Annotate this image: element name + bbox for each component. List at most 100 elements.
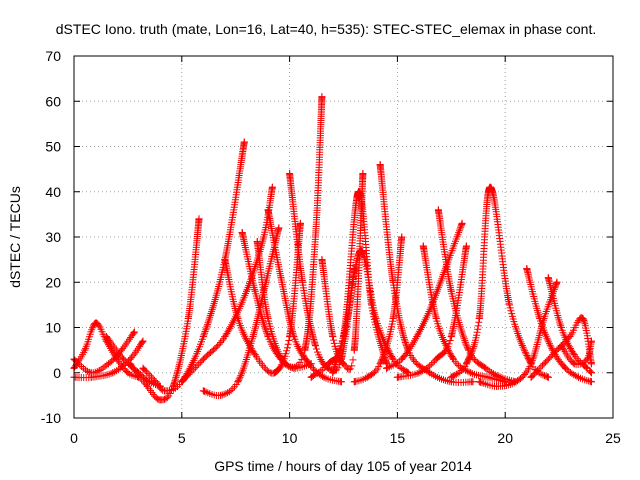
x-tick-label: 25 bbox=[605, 430, 621, 446]
data-point bbox=[553, 278, 561, 286]
data-point bbox=[104, 360, 112, 368]
data-point bbox=[307, 373, 315, 381]
y-tick-label: 70 bbox=[45, 48, 61, 64]
data-point bbox=[475, 314, 483, 322]
data-point bbox=[126, 360, 134, 368]
data-point bbox=[337, 378, 345, 386]
data-point bbox=[199, 333, 207, 341]
data-point bbox=[389, 278, 397, 286]
series-20 bbox=[393, 242, 470, 381]
data-point bbox=[286, 170, 294, 178]
y-tick-label: 30 bbox=[45, 229, 61, 245]
data-point bbox=[553, 346, 561, 354]
data-point bbox=[260, 233, 268, 241]
data-point bbox=[587, 369, 595, 377]
data-point bbox=[579, 314, 587, 322]
data-point bbox=[199, 387, 207, 395]
data-point bbox=[432, 314, 440, 322]
data-point bbox=[383, 364, 391, 372]
x-tick-labels: 0 5 10 15 20 25 bbox=[70, 430, 621, 446]
data-point bbox=[311, 342, 319, 350]
series-21 bbox=[419, 242, 509, 386]
data-point bbox=[398, 233, 406, 241]
data-point bbox=[484, 373, 492, 381]
x-tick-label: 10 bbox=[282, 430, 298, 446]
y-tick-label: 60 bbox=[45, 93, 61, 109]
data-point bbox=[120, 355, 128, 363]
y-axis-label: dSTEC / TECUs bbox=[7, 186, 23, 288]
data-point bbox=[242, 287, 250, 295]
series-17 bbox=[350, 233, 406, 386]
y-tick-label: 0 bbox=[53, 365, 61, 381]
data-point bbox=[372, 314, 380, 322]
data-point bbox=[184, 314, 192, 322]
series-2 bbox=[70, 328, 138, 377]
data-point bbox=[475, 378, 483, 386]
data-point bbox=[271, 369, 279, 377]
data-point bbox=[305, 360, 313, 368]
x-axis-label: GPS time / hours of day 105 of year 2014 bbox=[214, 458, 472, 474]
data-point bbox=[318, 93, 326, 101]
data-point bbox=[497, 373, 505, 381]
data-point bbox=[540, 360, 548, 368]
data-point bbox=[217, 391, 225, 399]
data-point bbox=[493, 382, 501, 390]
data-point bbox=[178, 378, 186, 386]
data-point bbox=[329, 333, 337, 341]
data-point bbox=[562, 364, 570, 372]
data-point bbox=[342, 324, 350, 331]
data-point bbox=[234, 378, 242, 386]
chart-title: dSTEC Iono. truth (mate, Lon=16, Lat=40,… bbox=[56, 21, 596, 37]
data-point bbox=[469, 378, 477, 386]
data-point bbox=[447, 287, 455, 295]
data-point bbox=[249, 333, 257, 341]
data-point bbox=[570, 351, 578, 359]
data-point bbox=[264, 314, 272, 322]
data-series bbox=[70, 93, 595, 404]
data-point bbox=[449, 355, 457, 363]
series-markers bbox=[126, 215, 203, 404]
data-point bbox=[415, 369, 423, 377]
series-1 bbox=[70, 319, 143, 381]
data-point bbox=[355, 188, 363, 196]
data-point bbox=[458, 219, 466, 227]
data-point bbox=[145, 378, 153, 386]
data-point bbox=[139, 364, 147, 372]
data-point bbox=[221, 333, 229, 341]
y-tick-label: -10 bbox=[41, 410, 61, 426]
data-point bbox=[575, 373, 583, 381]
data-point bbox=[398, 355, 406, 363]
y-tick-label: 10 bbox=[45, 320, 61, 336]
data-point bbox=[109, 369, 117, 377]
data-point bbox=[434, 206, 442, 214]
data-point bbox=[432, 355, 440, 363]
y-tick-label: 50 bbox=[45, 139, 61, 155]
data-point bbox=[102, 333, 110, 341]
data-point bbox=[290, 333, 298, 341]
data-point bbox=[587, 378, 595, 386]
data-point bbox=[251, 351, 259, 359]
data-point bbox=[124, 369, 132, 377]
data-point bbox=[587, 360, 595, 368]
data-point bbox=[275, 224, 283, 232]
data-point bbox=[143, 382, 151, 390]
data-point bbox=[363, 373, 371, 381]
y-tick-label: 40 bbox=[45, 184, 61, 200]
data-point bbox=[570, 360, 578, 368]
data-point bbox=[506, 301, 514, 309]
data-point bbox=[221, 256, 229, 264]
data-point bbox=[413, 333, 421, 341]
x-tick-label: 0 bbox=[70, 430, 78, 446]
series-12 bbox=[264, 206, 345, 386]
x-tick-label: 15 bbox=[390, 430, 406, 446]
data-point bbox=[523, 265, 531, 273]
data-point bbox=[482, 364, 490, 372]
data-point bbox=[296, 219, 304, 227]
data-point bbox=[426, 369, 434, 377]
data-point bbox=[583, 364, 591, 372]
data-point bbox=[536, 314, 544, 322]
series-3 bbox=[70, 337, 147, 382]
data-point bbox=[467, 369, 475, 377]
series-24 bbox=[475, 278, 561, 390]
